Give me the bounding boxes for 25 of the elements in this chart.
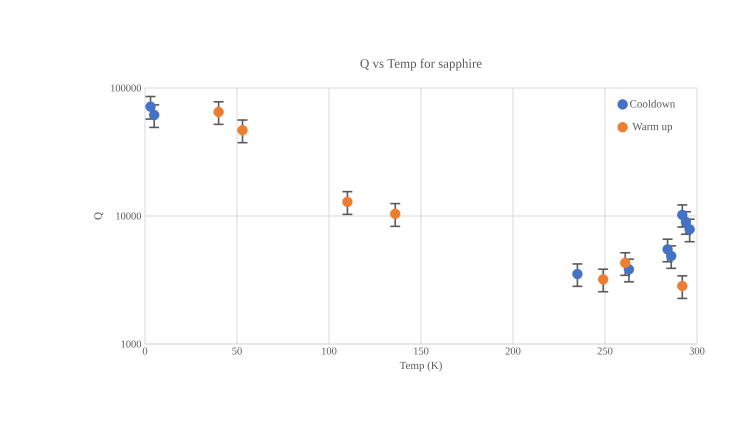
x-tick-label: 200 <box>506 348 520 355</box>
legend-label: Warm up <box>632 122 672 132</box>
point <box>598 274 608 285</box>
y-tick-label: 100000 <box>111 84 142 92</box>
x-tick-label: 50 <box>232 348 242 355</box>
point <box>684 224 695 234</box>
x-tick-label: 150 <box>414 348 428 355</box>
legend-label: Cooldown <box>630 100 676 108</box>
chart-title: Q vs Temp for sapphire <box>360 58 482 71</box>
point <box>213 106 224 118</box>
point <box>149 110 160 120</box>
x-axis-title: Temp (K) <box>400 361 442 372</box>
point <box>342 196 353 208</box>
point <box>237 125 248 136</box>
point <box>145 101 156 112</box>
point <box>677 280 688 292</box>
y-axis-title: Q <box>94 212 104 220</box>
x-tick-label: 300 <box>690 348 704 355</box>
x-tick-label: 250 <box>598 348 612 355</box>
point <box>572 268 583 280</box>
y-tick-label: 10000 <box>116 212 142 220</box>
point <box>390 208 400 219</box>
y-tick-label: 1000 <box>121 340 142 348</box>
x-tick-label: 100 <box>322 348 336 355</box>
x-tick-label: 0 <box>142 348 148 355</box>
